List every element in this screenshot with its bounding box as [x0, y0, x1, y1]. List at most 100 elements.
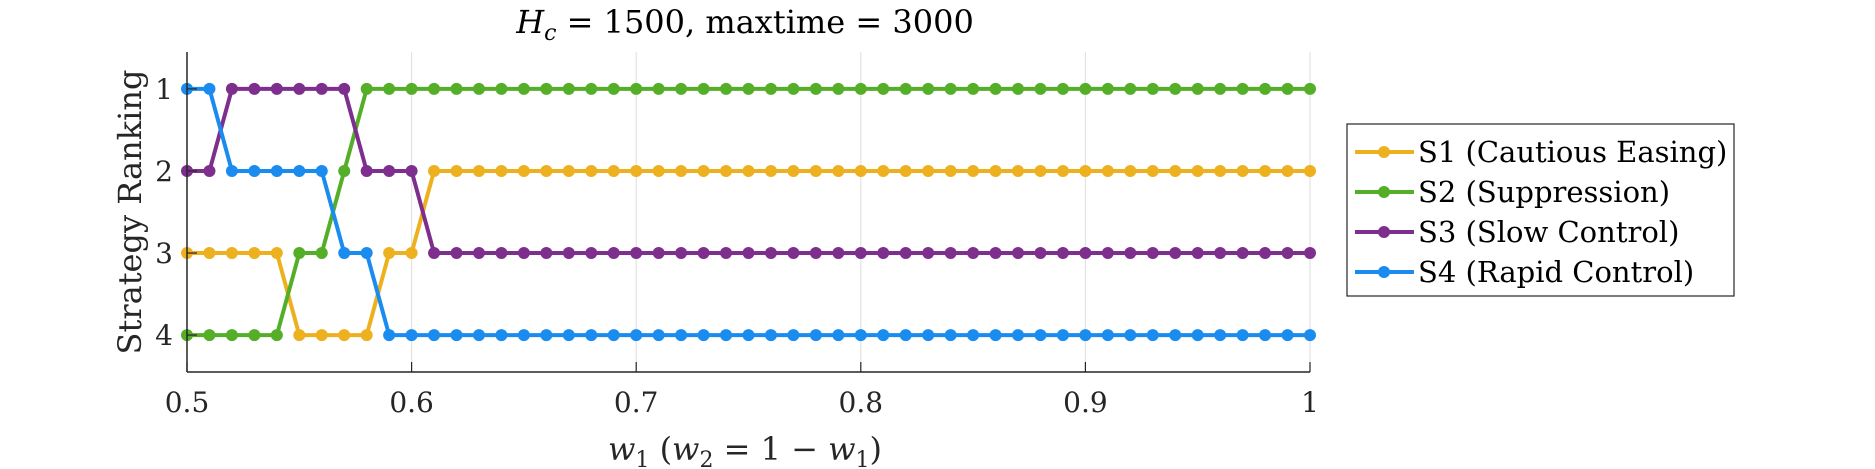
data-point — [720, 164, 733, 177]
data-point — [742, 247, 755, 260]
data-point — [517, 82, 530, 95]
x-tick-label: 0.6 — [389, 386, 434, 419]
legend-item: S3 (Slow Control) — [1355, 215, 1679, 249]
data-point — [675, 164, 688, 177]
x-tick-label: 0.5 — [165, 386, 210, 419]
data-point — [989, 329, 1002, 342]
legend-marker — [1378, 146, 1390, 158]
data-point — [517, 164, 530, 177]
data-point — [854, 247, 867, 260]
data-point — [697, 329, 710, 342]
data-point — [832, 329, 845, 342]
data-point — [450, 82, 463, 95]
data-point — [562, 329, 575, 342]
data-point — [809, 247, 822, 260]
legend-item: S2 (Suppression) — [1355, 175, 1670, 209]
legend-label: S2 (Suppression) — [1418, 175, 1670, 209]
data-point — [832, 82, 845, 95]
data-point — [967, 82, 980, 95]
data-point — [225, 82, 238, 95]
data-point — [1214, 82, 1227, 95]
x-axis-label: w1 (w2 = 1 − w1) — [608, 430, 882, 469]
data-point — [1012, 329, 1025, 342]
data-point — [1146, 82, 1159, 95]
data-point — [383, 247, 396, 260]
data-point — [248, 82, 261, 95]
data-point — [1169, 329, 1182, 342]
data-point — [989, 164, 1002, 177]
data-point — [1281, 329, 1294, 342]
data-point — [607, 82, 620, 95]
data-point — [630, 82, 643, 95]
data-point — [1281, 164, 1294, 177]
data-point — [877, 247, 890, 260]
data-point — [922, 247, 935, 260]
data-point — [383, 82, 396, 95]
data-point — [1259, 247, 1272, 260]
data-point — [428, 164, 441, 177]
data-point — [809, 82, 822, 95]
data-point — [495, 247, 508, 260]
data-point — [1012, 164, 1025, 177]
data-point — [472, 329, 485, 342]
data-point — [270, 247, 283, 260]
data-point — [854, 82, 867, 95]
data-point — [832, 247, 845, 260]
data-point — [1259, 329, 1272, 342]
data-point — [1236, 164, 1249, 177]
data-point — [1101, 247, 1114, 260]
data-point — [203, 164, 216, 177]
data-point — [1079, 164, 1092, 177]
data-point — [720, 329, 733, 342]
data-point — [899, 164, 912, 177]
y-tick-label: 2 — [155, 155, 173, 188]
data-point — [787, 329, 800, 342]
data-point — [630, 164, 643, 177]
data-point — [989, 247, 1002, 260]
data-point — [1079, 329, 1092, 342]
data-point — [877, 164, 890, 177]
data-point — [877, 329, 890, 342]
y-axis-label: Strategy Ranking — [111, 70, 149, 355]
data-point — [495, 164, 508, 177]
legend-item: S4 (Rapid Control) — [1355, 255, 1694, 289]
data-point — [1146, 329, 1159, 342]
data-point — [1304, 164, 1316, 177]
data-point — [1146, 164, 1159, 177]
series-2 — [181, 82, 1316, 342]
data-point — [809, 329, 822, 342]
data-point — [428, 329, 441, 342]
data-point — [899, 82, 912, 95]
data-point — [720, 82, 733, 95]
data-point — [944, 329, 957, 342]
x-tick-label: 1 — [1301, 386, 1319, 419]
data-point — [854, 329, 867, 342]
data-point — [607, 329, 620, 342]
data-point — [1191, 82, 1204, 95]
data-point — [338, 82, 351, 95]
data-point — [1214, 247, 1227, 260]
data-point — [405, 82, 418, 95]
data-point — [967, 329, 980, 342]
data-point — [517, 247, 530, 260]
data-point — [899, 329, 912, 342]
data-point — [697, 164, 710, 177]
data-point — [1056, 247, 1069, 260]
data-point — [428, 82, 441, 95]
legend-item: S1 (Cautious Easing) — [1355, 135, 1727, 169]
data-point — [450, 329, 463, 342]
data-point — [944, 82, 957, 95]
data-point — [1236, 247, 1249, 260]
data-point — [1079, 247, 1092, 260]
data-point — [720, 247, 733, 260]
data-point — [293, 164, 306, 177]
data-point — [495, 329, 508, 342]
data-point — [1259, 164, 1272, 177]
data-point — [697, 247, 710, 260]
data-point — [1259, 82, 1272, 95]
data-point — [607, 247, 620, 260]
y-tick-label: 3 — [155, 237, 173, 270]
legend-label: S3 (Slow Control) — [1418, 215, 1679, 249]
data-point — [270, 329, 283, 342]
data-point — [405, 329, 418, 342]
